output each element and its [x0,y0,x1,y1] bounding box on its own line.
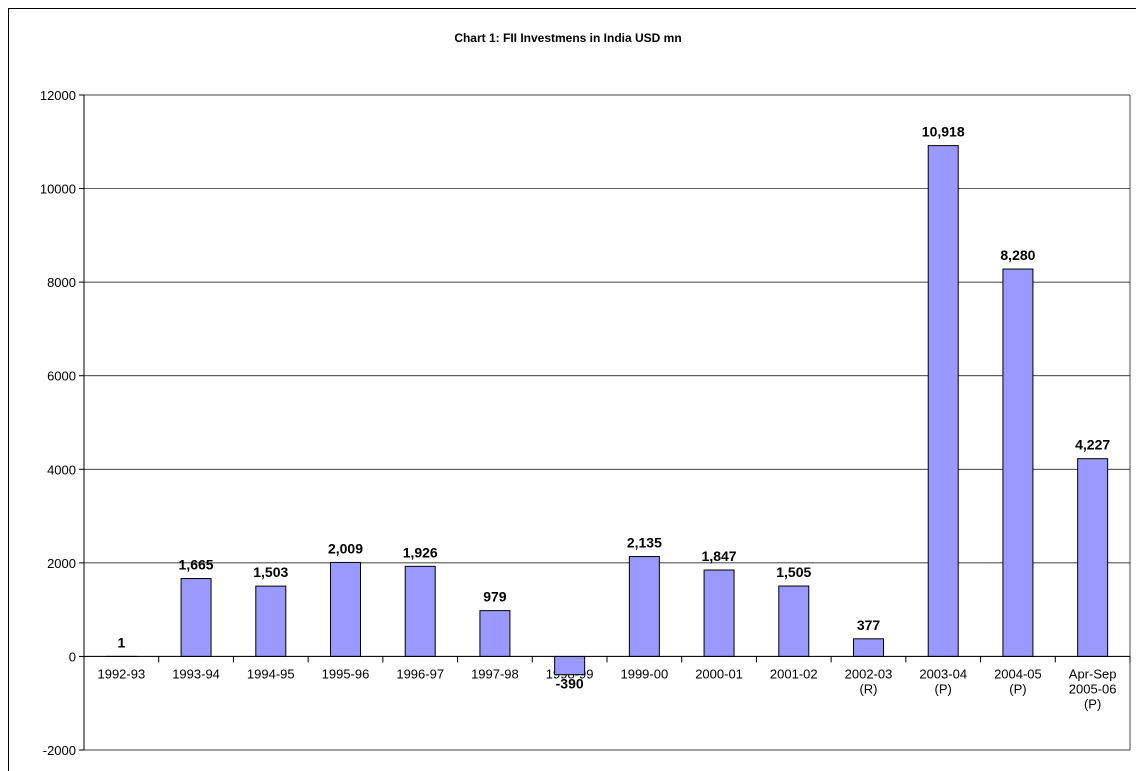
data-label: 4,227 [1075,437,1110,453]
x-tick-label: 2003-04 (P) [919,666,967,696]
data-label: 1,505 [776,564,811,580]
data-label: 10,918 [922,124,965,140]
chart-title: Chart 1: FII Investmens in India USD mn [454,31,681,45]
y-tick-label: 12000 [40,88,76,103]
bar [1077,458,1109,657]
bar [1002,268,1034,657]
data-label: 1 [117,634,125,650]
x-tick-label: 1995-96 [322,666,370,681]
x-tick-label: Apr-Sep 2005-06 (P) [1069,666,1117,711]
bar [778,585,810,657]
data-label: -390 [556,676,584,692]
bar [404,565,436,657]
data-label: 8,280 [1000,247,1035,263]
bar [255,585,287,657]
x-tick-label: 1992-93 [97,666,145,681]
bar [330,561,361,657]
bar [479,610,511,657]
x-tick-label: 2004-05 (P) [994,666,1042,696]
bar [853,638,884,657]
data-label: 377 [857,617,881,633]
y-tick-label: 10000 [40,182,76,197]
y-tick-label: 4000 [47,462,76,477]
x-tick-label: 2002-03 (R) [845,666,893,696]
x-tick-label: 2000-01 [695,666,743,681]
y-tick-label: 2000 [47,556,76,571]
y-tick-label: 6000 [47,369,76,384]
bar [628,556,660,657]
x-tick-label: 1993-94 [172,666,220,681]
data-label: 979 [483,589,507,605]
data-label: 1,926 [403,544,438,560]
data-label: 2,009 [328,540,363,556]
data-label: 1,847 [702,548,737,564]
y-tick-label: -2000 [43,743,76,758]
y-tick-label: 0 [69,649,76,664]
bar [180,578,212,657]
x-tick-label: 1999-00 [620,666,668,681]
bar [927,145,959,657]
x-tick-label: 1994-95 [247,666,295,681]
x-tick-label: 1997-98 [471,666,519,681]
data-label: 1,665 [179,557,214,573]
x-tick-label: 2001-02 [770,666,818,681]
bar [703,569,735,657]
bar [554,655,586,676]
x-tick-label: 1996-97 [396,666,444,681]
y-tick-label: 8000 [47,275,76,290]
data-label: 2,135 [627,535,662,551]
data-label: 1,503 [253,564,288,580]
